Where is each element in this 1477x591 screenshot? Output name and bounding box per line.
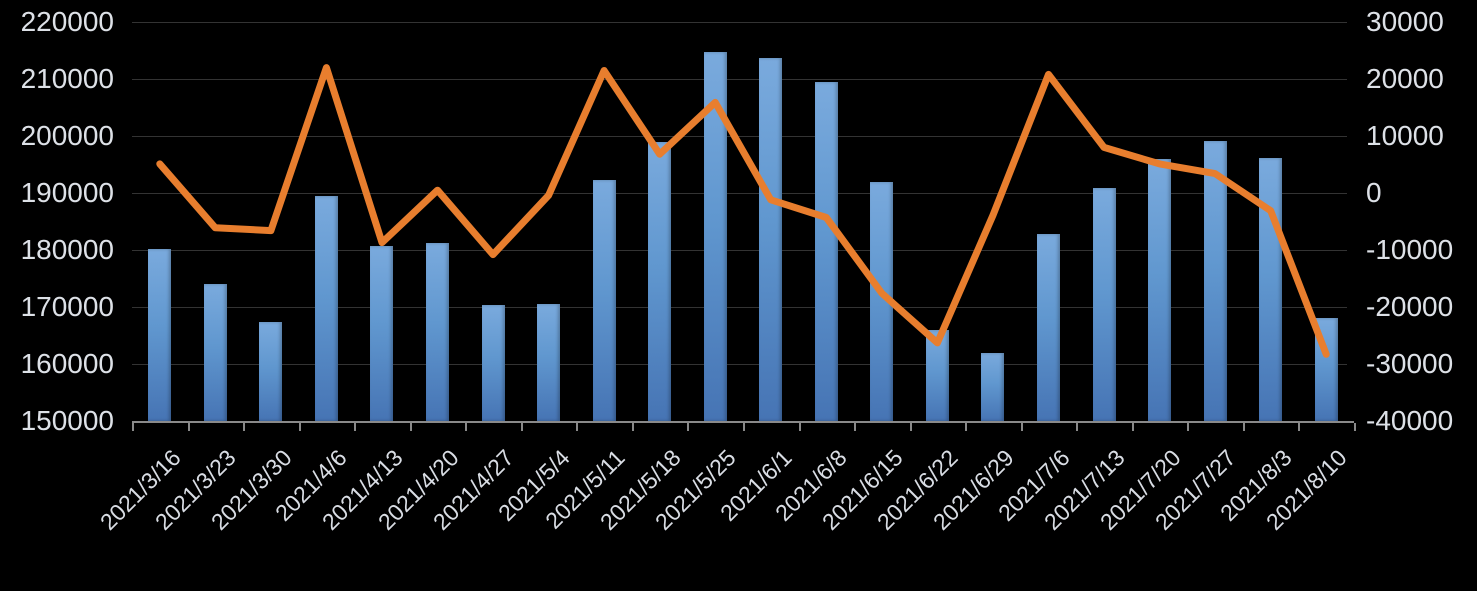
gridline-180000 bbox=[132, 250, 1347, 251]
bar-2021/3/30 bbox=[259, 321, 283, 421]
gridline-190000 bbox=[132, 193, 1347, 194]
x-axis-tick bbox=[465, 423, 467, 431]
right-axis-label-0: 0 bbox=[1366, 177, 1382, 208]
x-axis-tick bbox=[576, 423, 578, 431]
gridline-220000 bbox=[132, 22, 1347, 23]
x-axis-tick bbox=[687, 423, 689, 431]
bar-2021/4/27 bbox=[481, 304, 505, 421]
right-axis-label--40000: -40000 bbox=[1366, 405, 1454, 436]
bar-2021/3/16 bbox=[148, 249, 172, 421]
x-axis-tick bbox=[521, 423, 523, 431]
x-axis-tick bbox=[910, 423, 912, 431]
gridline-170000 bbox=[132, 307, 1347, 308]
bar-2021/6/8 bbox=[814, 81, 838, 421]
x-axis-tick bbox=[410, 423, 412, 431]
bar-2021/5/11 bbox=[592, 180, 616, 421]
x-axis-line bbox=[132, 421, 1354, 423]
bar-2021/6/1 bbox=[759, 57, 783, 421]
gridline-160000 bbox=[132, 364, 1347, 365]
x-axis-tick bbox=[1021, 423, 1023, 431]
x-axis-tick bbox=[799, 423, 801, 431]
x-axis-tick bbox=[854, 423, 856, 431]
bar-2021/7/20 bbox=[1148, 158, 1172, 421]
bar-2021/6/29 bbox=[981, 352, 1005, 421]
right-axis-label-20000: 20000 bbox=[1366, 63, 1444, 94]
left-axis-label-210000: 210000 bbox=[20, 63, 114, 94]
right-axis-label--30000: -30000 bbox=[1366, 348, 1454, 379]
x-axis-tick bbox=[1187, 423, 1189, 431]
x-axis-tick bbox=[132, 423, 134, 431]
x-axis-tick bbox=[632, 423, 634, 431]
x-axis-tick bbox=[965, 423, 967, 431]
left-axis-label-180000: 180000 bbox=[20, 234, 114, 265]
left-axis-label-150000: 150000 bbox=[20, 405, 114, 436]
right-axis-label-10000: 10000 bbox=[1366, 120, 1444, 151]
x-axis-tick bbox=[743, 423, 745, 431]
x-axis-tick bbox=[354, 423, 356, 431]
change-line bbox=[156, 64, 1330, 358]
x-axis-tick bbox=[188, 423, 190, 431]
bar-2021/7/13 bbox=[1092, 188, 1116, 421]
left-axis-label-220000: 220000 bbox=[20, 6, 114, 37]
bar-2021/4/6 bbox=[314, 196, 338, 421]
bar-2021/6/15 bbox=[870, 181, 894, 421]
x-axis-tick bbox=[243, 423, 245, 431]
x-axis-tick bbox=[299, 423, 301, 431]
bar-2021/3/23 bbox=[203, 284, 227, 421]
left-axis-label-170000: 170000 bbox=[20, 291, 114, 322]
bar-2021/7/27 bbox=[1203, 140, 1227, 421]
bar-2021/4/20 bbox=[426, 243, 449, 421]
right-axis-label--20000: -20000 bbox=[1366, 291, 1454, 322]
bar-2021/5/4 bbox=[537, 303, 561, 421]
gridline-210000 bbox=[132, 79, 1347, 80]
right-axis-label-30000: 30000 bbox=[1366, 6, 1444, 37]
left-axis-label-190000: 190000 bbox=[20, 177, 114, 208]
bar-2021/5/25 bbox=[703, 51, 727, 421]
left-axis-label-200000: 200000 bbox=[20, 120, 114, 151]
bar-2021/4/13 bbox=[370, 246, 394, 421]
left-axis-label-160000: 160000 bbox=[20, 348, 114, 379]
right-axis-label--10000: -10000 bbox=[1366, 234, 1454, 265]
gridline-200000 bbox=[132, 136, 1347, 137]
x-axis-tick bbox=[1243, 423, 1245, 431]
x-axis-tick bbox=[1298, 423, 1300, 431]
bar-2021/6/22 bbox=[925, 330, 949, 421]
bar-2021/5/18 bbox=[648, 141, 672, 421]
bar-2021/7/6 bbox=[1037, 234, 1060, 421]
x-axis-tick bbox=[1132, 423, 1134, 431]
x-axis-tick bbox=[1354, 423, 1356, 431]
x-axis-tick bbox=[1076, 423, 1078, 431]
